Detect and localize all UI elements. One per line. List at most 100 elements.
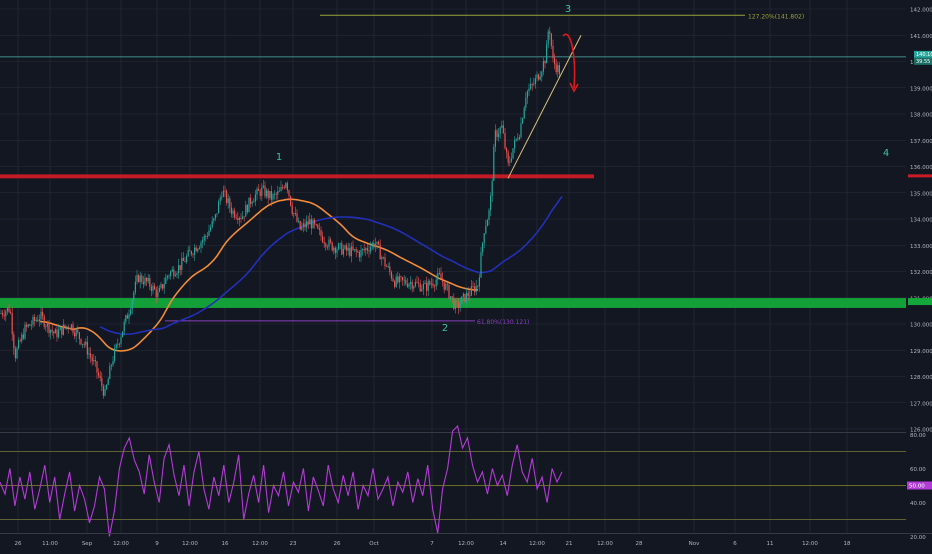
price-tick-label: 129.000 [910,349,932,355]
candle-body [112,360,114,365]
candle-body [72,324,74,333]
candle-body [450,296,452,299]
candle-body [389,266,391,272]
candle-body [312,219,314,229]
candle-body [243,216,245,218]
grid [0,0,906,533]
candle-body [493,146,495,181]
candle-body [90,353,92,358]
candle-body [437,273,439,280]
candle-body [130,309,132,315]
candle-body [304,223,306,228]
candle-body [134,281,136,293]
price-tick-label: 126.000 [910,428,932,434]
candle-body [422,283,424,289]
candle-body [242,216,244,219]
candle-body [555,64,557,73]
candle-body [366,248,368,251]
candle-body [19,340,21,342]
candle-body [291,205,293,214]
candle-body [368,250,370,252]
candle-body [146,277,148,282]
candle-body [102,386,104,396]
candle-body [402,277,404,280]
candle-body [456,301,458,303]
candle-body [240,217,242,219]
candle-body [262,185,264,188]
last-price-badge [914,50,932,58]
candle-body [250,197,252,204]
candle-body [190,251,192,255]
time-tick-label: Nov [689,541,700,547]
resistance-zone[interactable] [0,174,594,179]
candle-body [539,76,541,80]
candle-body [293,213,295,214]
candle-body [517,138,519,140]
time-tick-label: Sep [82,541,93,547]
candle-body [152,285,154,291]
candle-body [469,295,471,297]
time-tick-label: 28 [636,541,643,547]
candle-body [8,307,10,312]
price-tick-label: 135.000 [910,191,932,197]
candle-body [483,233,485,243]
candle-body [426,282,428,291]
candle-body [549,31,551,34]
rsi-tick-label: 40.00 [910,501,926,507]
candle-body [454,301,456,309]
candle-body [370,246,372,252]
downward-arrow[interactable] [562,33,576,89]
price-tick-label: 127.000 [910,401,932,407]
candle-body [131,299,133,310]
candle-body [482,242,484,253]
moving-average-slow [99,196,563,336]
candle-body [16,348,18,359]
candle-body [557,65,559,73]
price-tick-label: 134.000 [910,218,932,224]
candle-body [40,311,42,320]
candle-body [98,372,100,376]
candle-body [531,83,533,85]
candle-body [541,71,543,77]
price-axis: 142.000141.000140.000139.000138.000137.0… [906,0,932,533]
time-tick-label: 12:00 [182,541,198,547]
candle-body [267,190,269,198]
candle-body [296,213,298,222]
candle-body [77,329,79,333]
time-tick-label: 9 [155,541,159,547]
candle-body [352,246,354,250]
candle-body [211,220,213,228]
candle-body [547,31,549,45]
candle-body [299,220,301,230]
candle-body [205,236,207,237]
candle-body [22,334,24,339]
candle-body [126,315,128,319]
time-tick-label: 11 [767,541,774,547]
rsi-tick-label: 60.00 [910,467,926,473]
candle-body [229,198,231,208]
candle-body [443,282,445,290]
candle-body [515,138,517,141]
candle-body [491,180,493,197]
candle-body [525,97,527,108]
candle-body [275,193,277,195]
candle-body [176,273,178,276]
support-zone[interactable] [0,298,906,308]
candle-body [331,242,333,251]
candle-body [294,213,296,214]
last-price-sub-label: 39.55 [916,59,930,65]
candle-body [43,316,45,327]
time-tick-label: 23 [290,541,297,547]
candle-body [554,58,556,65]
candle-body [158,287,160,292]
candle-body [306,221,308,228]
rising-trendline[interactable] [507,35,582,179]
candle-body [466,292,468,303]
candle-body [86,341,88,355]
candle-body [253,201,255,203]
candle-body [69,328,71,330]
candle-body [550,33,552,46]
candle-body [171,269,173,272]
